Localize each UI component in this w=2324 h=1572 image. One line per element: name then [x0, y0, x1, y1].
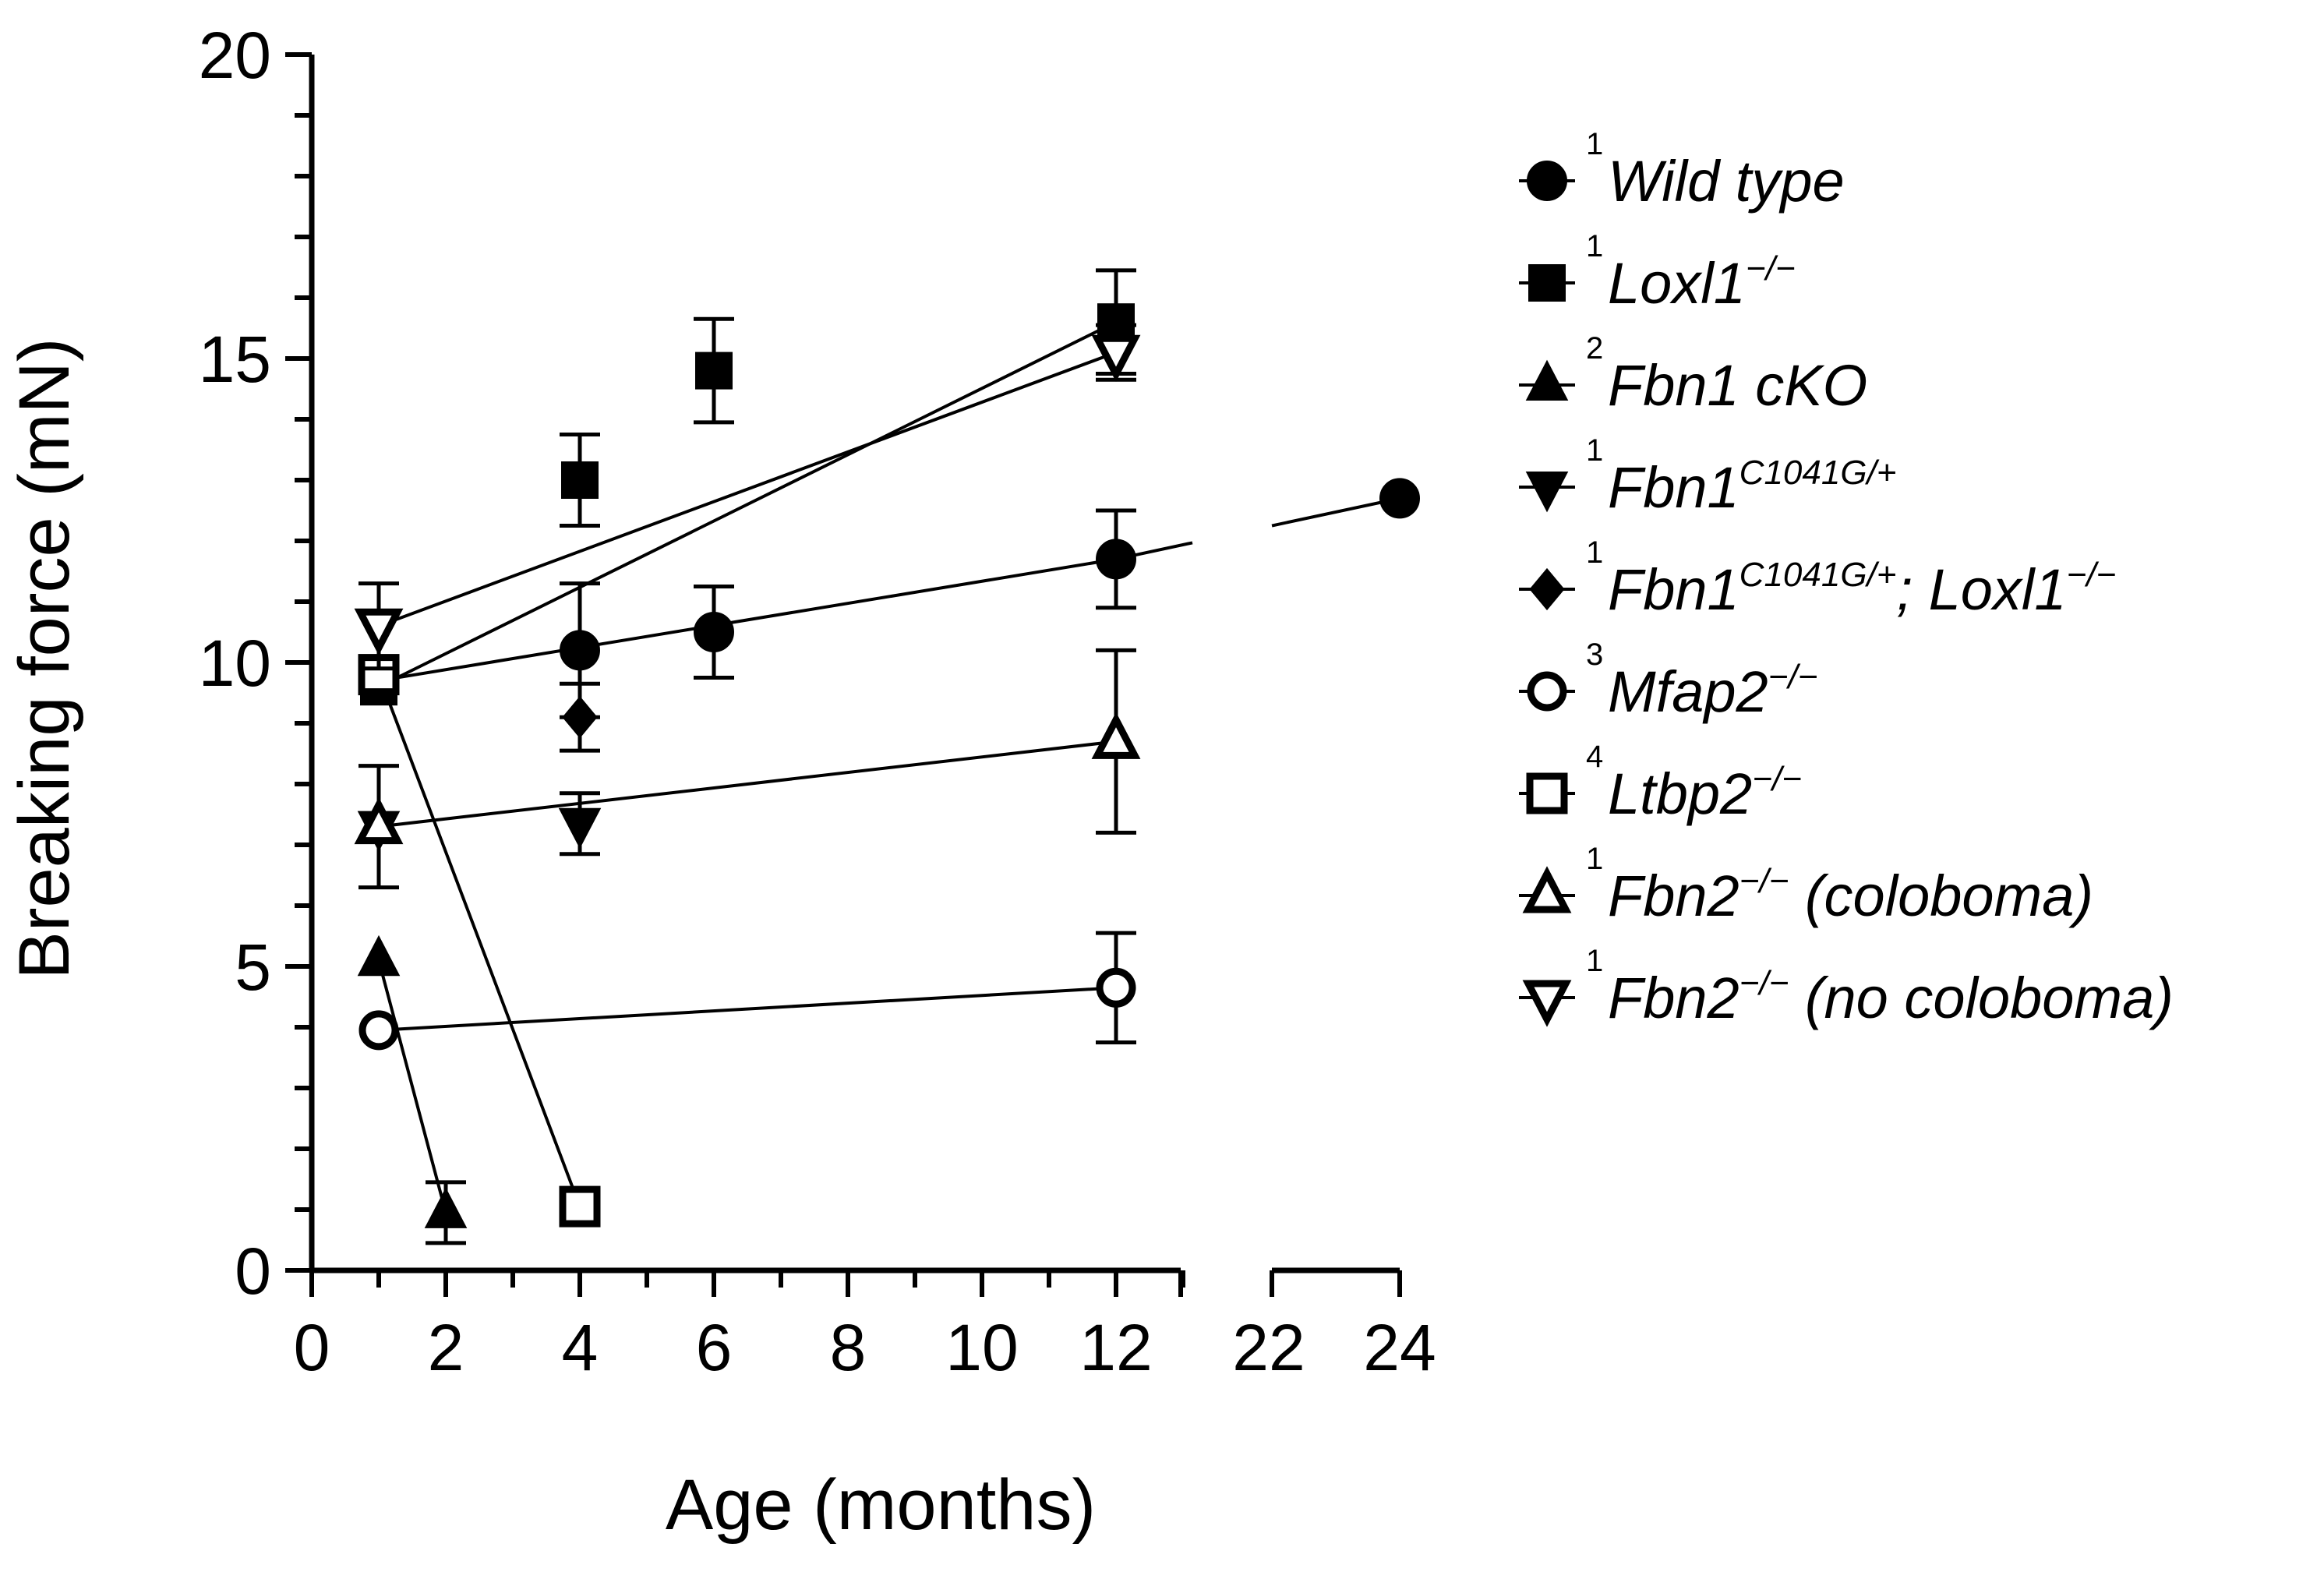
- x-tick-label: 8: [830, 1311, 867, 1384]
- data-point: [1379, 478, 1420, 519]
- y-tick-label: 15: [199, 323, 271, 396]
- legend-label: Mfap2−/−: [1608, 658, 1817, 724]
- legend-marker: [1529, 567, 1565, 611]
- legend-ref: 2: [1586, 331, 1603, 366]
- series-wt: [358, 478, 1420, 719]
- data-point: [358, 1010, 399, 1051]
- series-fbn1loxl1: [560, 681, 600, 753]
- legend-marker: [1522, 980, 1572, 1027]
- legend-label: Loxl1−/−: [1608, 249, 1796, 316]
- data-point: [424, 1187, 468, 1228]
- series-fbn2nocolo: [354, 323, 1141, 671]
- y-tick-label: 0: [235, 1235, 271, 1308]
- data-point: [559, 1185, 601, 1228]
- legend-ref: 1: [1586, 229, 1603, 263]
- series-ltbp2: [358, 654, 601, 1228]
- x-tick-label: 2: [428, 1311, 464, 1384]
- legend-label: Fbn1C1041G/+; Loxl1−/−: [1608, 556, 2116, 622]
- data-point: [562, 696, 598, 739]
- data-point: [695, 351, 733, 390]
- data-point: [561, 461, 599, 499]
- series-line: [378, 351, 1117, 628]
- data-point: [560, 630, 600, 671]
- legend-ref: 1: [1586, 127, 1603, 161]
- data-point: [1096, 539, 1136, 580]
- x-tick-label: 6: [696, 1311, 733, 1384]
- data-point: [357, 934, 401, 977]
- legend-marker: [1527, 161, 1567, 201]
- data-point: [358, 654, 400, 696]
- legend-marker: [1522, 866, 1572, 913]
- x-tick-label: 4: [562, 1311, 599, 1384]
- legend-marker: [1526, 772, 1568, 814]
- legend-label: Wild type: [1608, 149, 1845, 214]
- legend-label: Fbn1C1041G/+: [1608, 454, 1896, 520]
- y-tick-label: 5: [235, 931, 271, 1004]
- x-tick-label: 12: [1079, 1311, 1152, 1384]
- data-point: [694, 612, 734, 652]
- series-line: [377, 959, 447, 1213]
- data-point: [354, 608, 404, 655]
- data-point: [558, 807, 602, 850]
- series-line: [378, 557, 1117, 683]
- legend-label: Fbn2−/− (coloboma): [1608, 862, 2093, 928]
- legend-ref: 1: [1586, 944, 1603, 978]
- legend-ref: 1: [1586, 842, 1603, 876]
- series-mfap2: [358, 931, 1136, 1051]
- x-tick-label: 22: [1232, 1311, 1305, 1384]
- legend-ref: 1: [1586, 535, 1603, 570]
- data-point: [1096, 967, 1136, 1008]
- series-fbn1cko: [357, 934, 468, 1245]
- x-tick-label: 0: [294, 1311, 330, 1384]
- legend-label: Fbn2−/− (no coloboma): [1608, 964, 2174, 1030]
- y-axis-title: Breaking force (mN): [5, 337, 84, 979]
- legend-marker: [1528, 264, 1566, 302]
- series-fbn2colo: [354, 648, 1141, 890]
- legend-ref: 4: [1586, 740, 1603, 774]
- data-point: [354, 797, 404, 845]
- legend-ref: 3: [1586, 638, 1603, 672]
- legend-marker: [1525, 472, 1569, 513]
- series-line: [378, 740, 1117, 828]
- series-line: [1271, 496, 1400, 528]
- x-tick-label: 10: [945, 1311, 1018, 1384]
- y-tick-label: 10: [199, 627, 271, 700]
- data-point: [1091, 712, 1141, 759]
- legend-ref: 1: [1586, 433, 1603, 468]
- legend-marker: [1525, 359, 1569, 401]
- series-line: [378, 320, 1117, 688]
- series-layer: [354, 268, 1420, 1245]
- series-line: [378, 986, 1117, 1032]
- y-tick-label: 20: [199, 19, 271, 92]
- x-axis-title: Age (months): [666, 1465, 1096, 1545]
- legend-label: Fbn1 cKO: [1608, 353, 1867, 418]
- series-line: [377, 673, 581, 1207]
- data-point: [1091, 334, 1141, 382]
- x-tick-label: 24: [1363, 1311, 1436, 1384]
- legend-label: Ltbp2−/−: [1608, 760, 1802, 826]
- legend-marker: [1527, 671, 1567, 712]
